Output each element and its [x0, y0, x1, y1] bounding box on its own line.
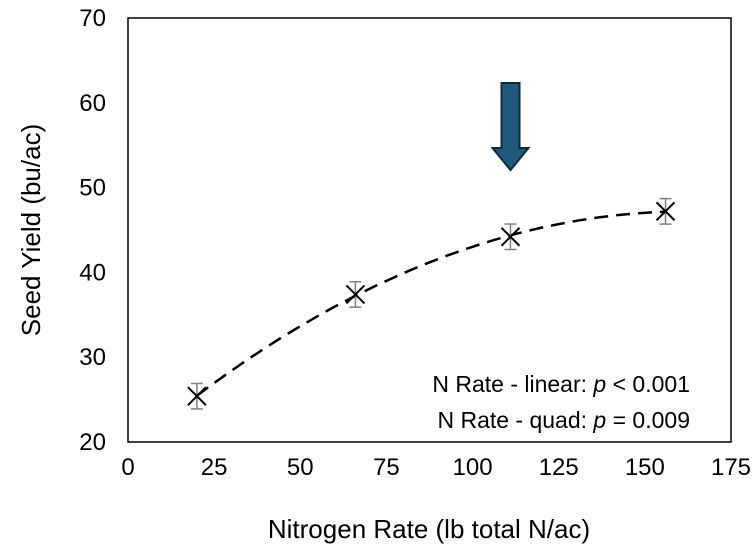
annotation-quad-value: = 0.009	[606, 407, 690, 433]
x-tick-label: 50	[287, 454, 314, 481]
annotation-quad: N Rate - quad: p = 0.009	[437, 407, 690, 433]
y-axis-title: Seed Yield (bu/ac)	[16, 124, 46, 336]
x-marker	[500, 227, 521, 247]
x-tick-label: 175	[711, 454, 751, 481]
y-tick-labels: 20 30 40 50 60 70	[79, 5, 106, 456]
x-tick-label: 150	[625, 454, 665, 481]
data-point	[345, 280, 366, 308]
data-point	[500, 223, 521, 251]
x-marker	[345, 284, 366, 305]
plot-area-border	[127, 17, 732, 443]
y-tick-label: 50	[79, 175, 106, 202]
data-points	[187, 197, 676, 410]
y-tick-label: 30	[79, 344, 106, 371]
x-tick-labels: 0 25 50 75 100 125 150 175	[121, 454, 751, 481]
x-tick-label: 100	[453, 454, 493, 481]
x-tick-label: 75	[373, 454, 400, 481]
annotation-linear-value: < 0.001	[606, 371, 690, 397]
y-tick-label: 70	[79, 5, 106, 32]
trendline	[196, 210, 666, 397]
y-tick-label: 40	[79, 259, 106, 286]
x-axis-title: Nitrogen Rate (lb total N/ac)	[268, 514, 590, 544]
data-point	[655, 197, 676, 225]
y-tick-label: 60	[79, 90, 106, 117]
x-tick-label: 0	[121, 454, 134, 481]
x-tick-label: 125	[539, 454, 579, 481]
y-tick-label: 20	[79, 429, 106, 456]
x-marker	[655, 201, 676, 222]
annotation-linear-label: N Rate - linear:	[432, 371, 593, 397]
x-tick-label: 25	[201, 454, 228, 481]
x-marker	[187, 386, 207, 406]
annotation-linear: N Rate - linear: p < 0.001	[432, 371, 690, 397]
annotation-quad-stat: p	[592, 407, 606, 433]
annotation-linear-stat: p	[592, 371, 606, 397]
arrow-annotation	[490, 82, 531, 172]
data-point	[187, 382, 207, 410]
annotation-quad-label: N Rate - quad:	[437, 407, 593, 433]
